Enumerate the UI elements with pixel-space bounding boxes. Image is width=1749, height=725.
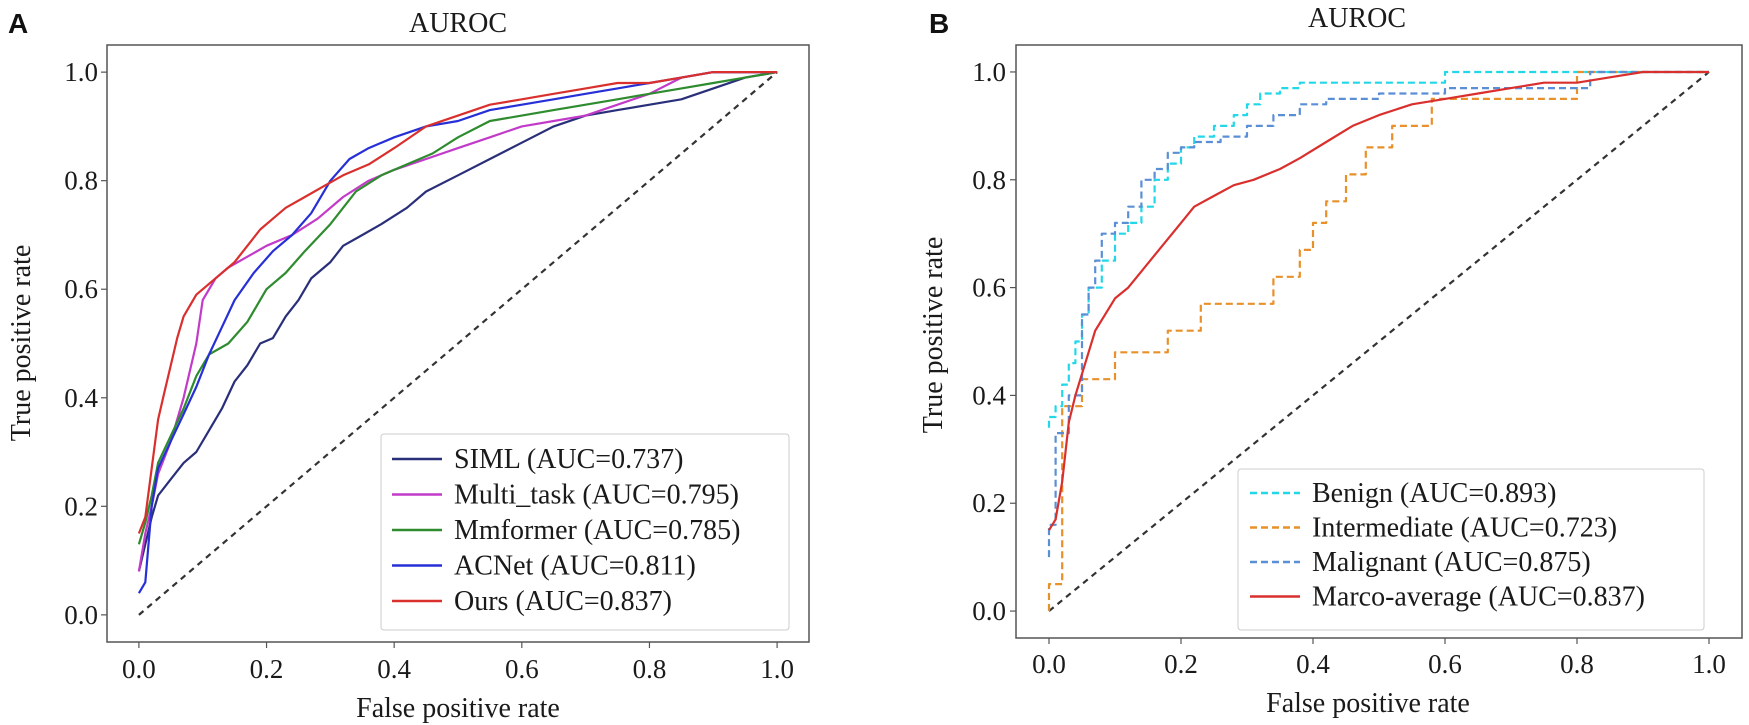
y-tick-label: 0.6 (64, 274, 98, 304)
legend-label-4: ACNet (AUC=0.811) (454, 551, 696, 582)
series-line-3 (137, 71, 778, 545)
series-line-1 (1047, 70, 1709, 428)
panel-b-x-ticks: 0.0 0.2 0.4 0.6 0.8 1.0 (1032, 638, 1726, 679)
series-line-2 (1047, 70, 1709, 611)
series-line-5 (137, 71, 778, 534)
x-tick-label: 0.4 (377, 654, 411, 684)
panel-b-x-axis-label: False positive rate (1266, 688, 1470, 719)
x-tick-label: 0.8 (633, 654, 667, 684)
y-tick-label: 0.8 (64, 166, 98, 196)
panel-a-y-ticks: 0.0 0.2 0.4 0.6 0.8 1.0 (64, 57, 107, 630)
series-line-2 (137, 71, 778, 572)
panel-b-legend: Benign (AUC=0.893) Intermediate (AUC=0.72… (1237, 468, 1705, 631)
panel-b-series-layer (1047, 70, 1709, 611)
series-line-4 (137, 71, 778, 594)
legend-label-5: Ours (AUC=0.837) (454, 586, 672, 617)
panel-a-y-axis-label: True positive rate (6, 245, 37, 442)
panel-a-legend-items: SIML (AUC=0.737) Multi_task (AUC=0.795) Mm… (392, 444, 740, 617)
panel-b-letter: B (929, 8, 949, 39)
y-tick-label: 0.8 (972, 165, 1006, 195)
panel-b-legend-items: Benign (AUC=0.893) Intermediate (AUC=0.72… (1250, 478, 1645, 613)
y-tick-label: 0.0 (972, 596, 1006, 626)
panel-a-title: AUROC (409, 8, 507, 39)
panel-a-letter: A (8, 8, 28, 39)
y-tick-label: 0.2 (972, 488, 1006, 518)
legend-label-1: Benign (AUC=0.893) (1312, 478, 1556, 509)
panel-b-legend-box (1237, 468, 1705, 631)
legend-label-4: Marco-average (AUC=0.837) (1312, 582, 1645, 613)
x-tick-label: 0.6 (505, 654, 539, 684)
series-line-3 (1047, 70, 1709, 558)
x-tick-label: 0.2 (250, 654, 284, 684)
legend-label-1: SIML (AUC=0.737) (454, 444, 683, 475)
x-tick-label: 0.4 (1296, 649, 1330, 679)
panel-a-series-layer (137, 71, 778, 594)
x-tick-label: 1.0 (760, 654, 794, 684)
panel-a-reference-layer (138, 71, 778, 616)
y-tick-label: 0.4 (64, 383, 98, 413)
y-tick-label: 1.0 (972, 57, 1006, 87)
panel-b-y-ticks: 0.0 0.2 0.4 0.6 0.8 1.0 (972, 57, 1016, 626)
x-tick-label: 0.0 (122, 654, 156, 684)
series-line-1 (137, 71, 778, 572)
chance-diagonal-line (138, 71, 778, 616)
panel-b: B AUROC 0.0 0.2 0.4 0.6 0.8 1.0 0.00.20.40.60… (918, 3, 1743, 719)
panel-a-legend: SIML (AUC=0.737) Multi_task (AUC=0.795) Mm… (380, 433, 790, 631)
x-tick-label: 0.0 (1032, 649, 1066, 679)
panel-b-title: AUROC (1308, 3, 1406, 34)
x-tick-label: 0.8 (1560, 649, 1594, 679)
y-tick-label: 0.4 (972, 380, 1006, 410)
x-tick-label: 0.6 (1428, 649, 1462, 679)
y-tick-label: 1.0 (64, 57, 98, 87)
panel-a: A AUROC 0.0 0.2 0.4 0.6 0.8 1.0 0.00.20.40.60… (6, 8, 810, 724)
panel-b-y-axis-label: True positive rate (918, 237, 949, 434)
legend-label-2: Multi_task (AUC=0.795) (454, 480, 739, 511)
legend-label-2: Intermediate (AUC=0.723) (1312, 513, 1617, 544)
series-line-4 (1048, 70, 1709, 531)
legend-label-3: Mmformer (AUC=0.785) (454, 515, 740, 546)
y-tick-label: 0.6 (972, 273, 1006, 303)
x-tick-label: 1.0 (1692, 649, 1726, 679)
y-tick-label: 0.0 (64, 600, 98, 630)
legend-label-3: Malignant (AUC=0.875) (1312, 547, 1591, 578)
x-tick-label: 0.2 (1164, 649, 1198, 679)
y-tick-label: 0.2 (64, 491, 98, 521)
panel-a-legend-box (380, 433, 790, 631)
panel-a-x-ticks: 0.0 0.2 0.4 0.6 0.8 1.0 (122, 642, 794, 684)
panel-a-x-axis-label: False positive rate (356, 693, 560, 724)
